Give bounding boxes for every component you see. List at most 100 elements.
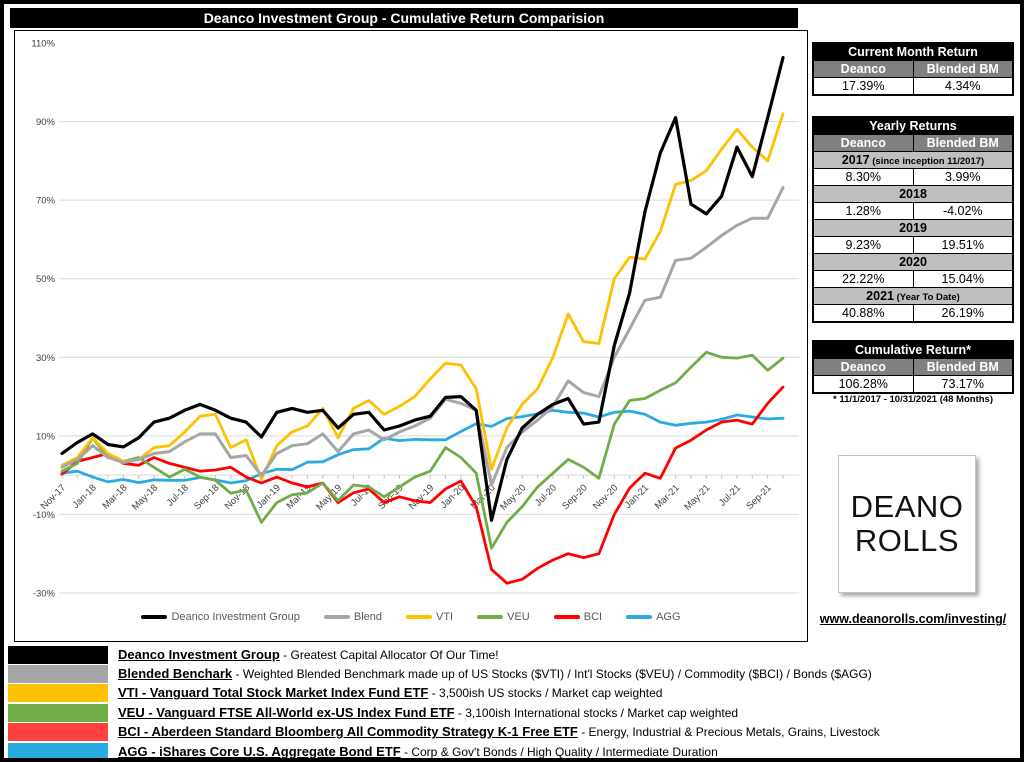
separator: - [454,705,466,720]
series-line-veu [60,350,785,550]
etf-color-swatch [8,723,108,742]
cumulative-return-title: Cumulative Return* [812,340,1014,359]
etf-color-swatch [8,665,108,684]
x-axis-label: Nov-19 [407,482,436,511]
legend-item-deanco-investment-group: Deanco Investment Group [141,611,300,623]
legend-label: AGG [656,611,681,623]
col-header-deanco: Deanco [812,134,914,152]
legend-label: VEU [507,611,530,623]
etf-color-swatch [8,742,108,761]
legend-item-blend: Blend [323,611,382,623]
y-axis-label: 10% [36,431,56,442]
series-line-deanco-investment-group [60,56,785,522]
etf-desc-text: Weighted Blended Benchmark made up of US… [242,667,872,682]
x-axis-label: Sep-20 [560,482,589,511]
etf-desc-text: Corp & Gov't Bonds / High Quality / Inte… [411,744,718,759]
x-axis-label: Sep-18 [192,482,221,511]
col-header-deanco: Deanco [812,358,914,376]
y-axis-label: 70% [36,196,56,207]
x-axis-label: May-18 [130,482,160,512]
current-month-return-table: Current Month Return Deanco Blended BM 1… [812,42,1014,96]
blended-bm-return-2018: -4.02% [912,202,1014,220]
y-axis-label: -10% [33,510,56,521]
cumulative-footnote: * 11/1/2017 - 10/31/2021 (48 Months) [832,394,993,405]
year-row-2020: 2020 [812,253,1014,271]
x-axis-label: Jan-19 [255,482,283,510]
current-month-bm-value: 4.34% [912,77,1014,96]
etf-name: Deanco Investment Group [118,646,280,662]
page-title: Deanco Investment Group - Cumulative Ret… [10,8,798,28]
deanco-return-2021: 40.88% [812,304,914,323]
x-axis-label: Mar-21 [653,482,682,511]
etf-description: Blended Benchark - Weighted Blended Benc… [118,665,872,683]
chart-legend: Deanco Investment Group Blend VTI VEU BCI AGG [15,611,807,623]
separator: - [400,744,412,759]
etf-desc-text: Greatest Capital Allocator Of Our Time! [290,647,499,662]
x-axis-label: Jul-18 [165,482,191,508]
legend-line-swatch [477,615,504,619]
y-axis-label: 110% [31,39,55,50]
x-axis-label: Nov-20 [591,482,620,511]
x-axis-label: Sep-21 [744,482,773,511]
website-link[interactable]: www.deanorolls.com/investing/ [819,612,1007,626]
series-line-blend [60,186,785,487]
etf-color-swatch [8,645,108,664]
etf-description: VEU - Vanguard FTSE All-World ex-US Inde… [118,704,738,722]
legend-label: Deanco Investment Group [171,611,300,623]
col-header-blended-bm: Blended BM [912,134,1014,152]
etf-desc-text: Energy, Industrial & Precious Metals, Gr… [588,725,880,740]
series-line-vti [60,112,785,481]
deanco-return-2018: 1.28% [812,202,914,220]
etf-legend-row: Deanco Investment Group - Greatest Capit… [8,645,1018,664]
x-axis-label: Nov-17 [39,482,68,511]
cumulative-return-table: Cumulative Return* Deanco Blended BM 106… [812,340,1014,394]
separator: - [279,647,291,662]
etf-color-swatch [8,684,108,703]
blended-bm-return-2019: 19.51% [912,236,1014,254]
etf-desc-text: 3,500ish US stocks / Market cap weighted [439,686,663,701]
blended-bm-return-2020: 15.04% [912,270,1014,288]
x-axis-label: May-21 [682,482,712,512]
legend-line-swatch [141,615,168,619]
legend-line-swatch [323,615,350,619]
x-axis-label: Jul-21 [717,482,743,508]
etf-legend-row: Blended Benchark - Weighted Blended Benc… [8,664,1018,684]
etf-desc-text: 3,100ish International stocks / Market c… [465,705,739,720]
legend-item-vti: VTI [406,611,453,623]
etf-name: Blended Benchark [118,666,233,682]
separator: - [232,667,243,682]
year-row-2017: 2017 (since inception 11/2017) [812,151,1014,169]
etf-description: Deanco Investment Group - Greatest Capit… [118,646,499,664]
chart-plot-area: 110%90%70%50%30%10%-10%-30%Nov-17 Jan-18 M… [31,39,799,600]
cumulative-bm-value: 73.17% [912,375,1014,394]
blended-bm-return-2021: 26.19% [912,304,1014,323]
x-axis-label: Nov-18 [223,482,252,511]
x-axis-label: Jan-18 [70,482,98,510]
legend-label: VTI [436,611,454,623]
legend-item-veu: VEU [477,611,530,623]
legend-line-swatch [626,615,653,619]
y-axis-label: 50% [36,274,56,285]
yearly-returns-title: Yearly Returns [812,116,1014,135]
etf-legend-row: VTI - Vanguard Total Stock Market Index … [8,684,1018,703]
blended-bm-return-2017: 3.99% [912,168,1014,186]
x-axis-label: Mar-18 [100,482,129,511]
separator: - [428,686,440,701]
legend-line-swatch [406,615,432,619]
etf-description-legend: Deanco Investment Group - Greatest Capit… [8,645,1018,761]
x-axis-label: May-20 [498,482,528,512]
deanco-return-2019: 9.23% [812,236,914,254]
deanco-return-2017: 8.30% [812,168,914,186]
yearly-returns-table: Yearly Returns Deanco Blended BM 2017 (s… [812,116,1014,323]
deano-rolls-logo: DEANO ROLLS [838,455,976,593]
etf-description: AGG - iShares Core U.S. Aggregate Bond E… [118,743,718,761]
deanco-return-2020: 22.22% [812,270,914,288]
legend-item-agg: AGG [626,611,681,623]
col-header-blended-bm: Blended BM [912,60,1014,78]
etf-description: BCI - Aberdeen Standard Bloomberg All Co… [118,723,880,741]
legend-item-bci: BCI [553,611,602,623]
etf-legend-row: VEU - Vanguard FTSE All-World ex-US Inde… [8,703,1018,722]
y-axis-label: 90% [36,117,56,128]
year-note: (Year To Date) [893,292,960,303]
